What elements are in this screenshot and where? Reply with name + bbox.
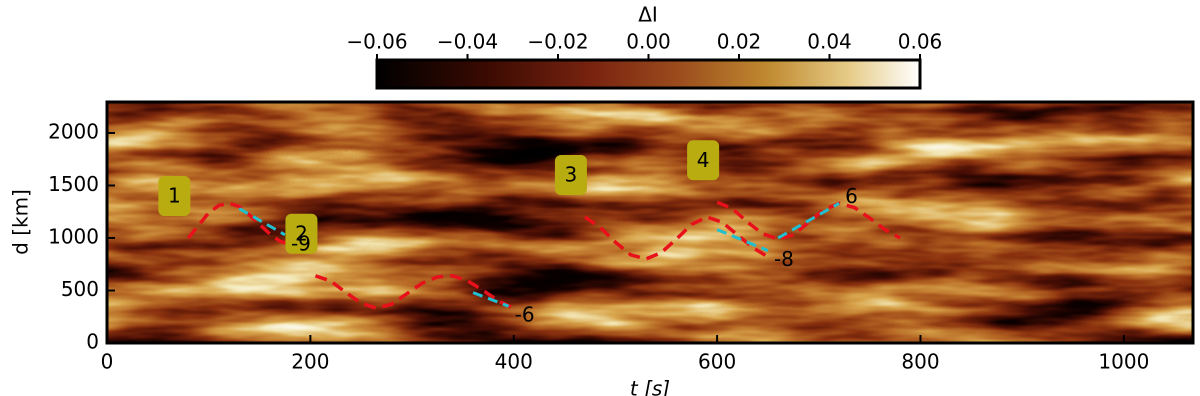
curve-label: 3 [565, 162, 578, 186]
y-tick-label: 2000 [48, 119, 99, 143]
slope-line [238, 207, 286, 237]
curve-label-box [285, 213, 318, 254]
x-tick-label: 0 [101, 350, 114, 374]
curve-label-box [687, 140, 720, 181]
y-tick-label: 500 [61, 277, 99, 301]
curve-label: 2 [295, 221, 308, 245]
colorbar [375, 58, 922, 90]
slope-label: 6 [845, 184, 858, 208]
x-tick-label: 200 [291, 350, 329, 374]
curve-label: 4 [697, 148, 710, 172]
x-tick-label: 800 [901, 350, 939, 374]
x-axis-label: t [s] [630, 377, 670, 396]
y-axis-label: d [km] [9, 189, 33, 255]
colorbar-tick-label: 0.02 [717, 30, 762, 54]
colorbar-tick-label: 0.00 [626, 30, 671, 54]
slope-label: -6 [515, 303, 535, 327]
y-tick-label: 1500 [48, 172, 99, 196]
plot-frame [105, 100, 1195, 345]
colorbar-tick-label: −0.06 [346, 30, 407, 54]
colorbar-tick-label: 0.04 [807, 30, 852, 54]
x-tick-label: 600 [698, 350, 736, 374]
slope-line [472, 291, 510, 308]
fit-curve [314, 274, 515, 311]
colorbar-tick-label: −0.02 [527, 30, 588, 54]
colorbar-tick-label: −0.04 [437, 30, 498, 54]
x-tick-label: 1000 [1098, 350, 1149, 374]
slope-line [716, 228, 769, 252]
slope-label: -9 [291, 231, 311, 255]
curve-label: 1 [168, 183, 181, 207]
colorbar-label: ΔI [638, 3, 658, 27]
colorbar-tick-label: 0.06 [898, 30, 943, 54]
y-tick-label: 0 [86, 330, 99, 354]
slope-line [777, 202, 840, 240]
x-tick-label: 400 [495, 350, 533, 374]
slope-label: -8 [774, 247, 794, 271]
heatmap [107, 102, 1193, 343]
overlay: 1 2 3 4 -9 -6 -8 6 [158, 140, 901, 327]
fit-curve [583, 215, 769, 261]
curve-label-box [158, 175, 191, 216]
y-tick-label: 1000 [48, 224, 99, 248]
fit-curve [716, 200, 901, 241]
curve-label-box [554, 154, 587, 195]
fit-curve [186, 201, 301, 249]
